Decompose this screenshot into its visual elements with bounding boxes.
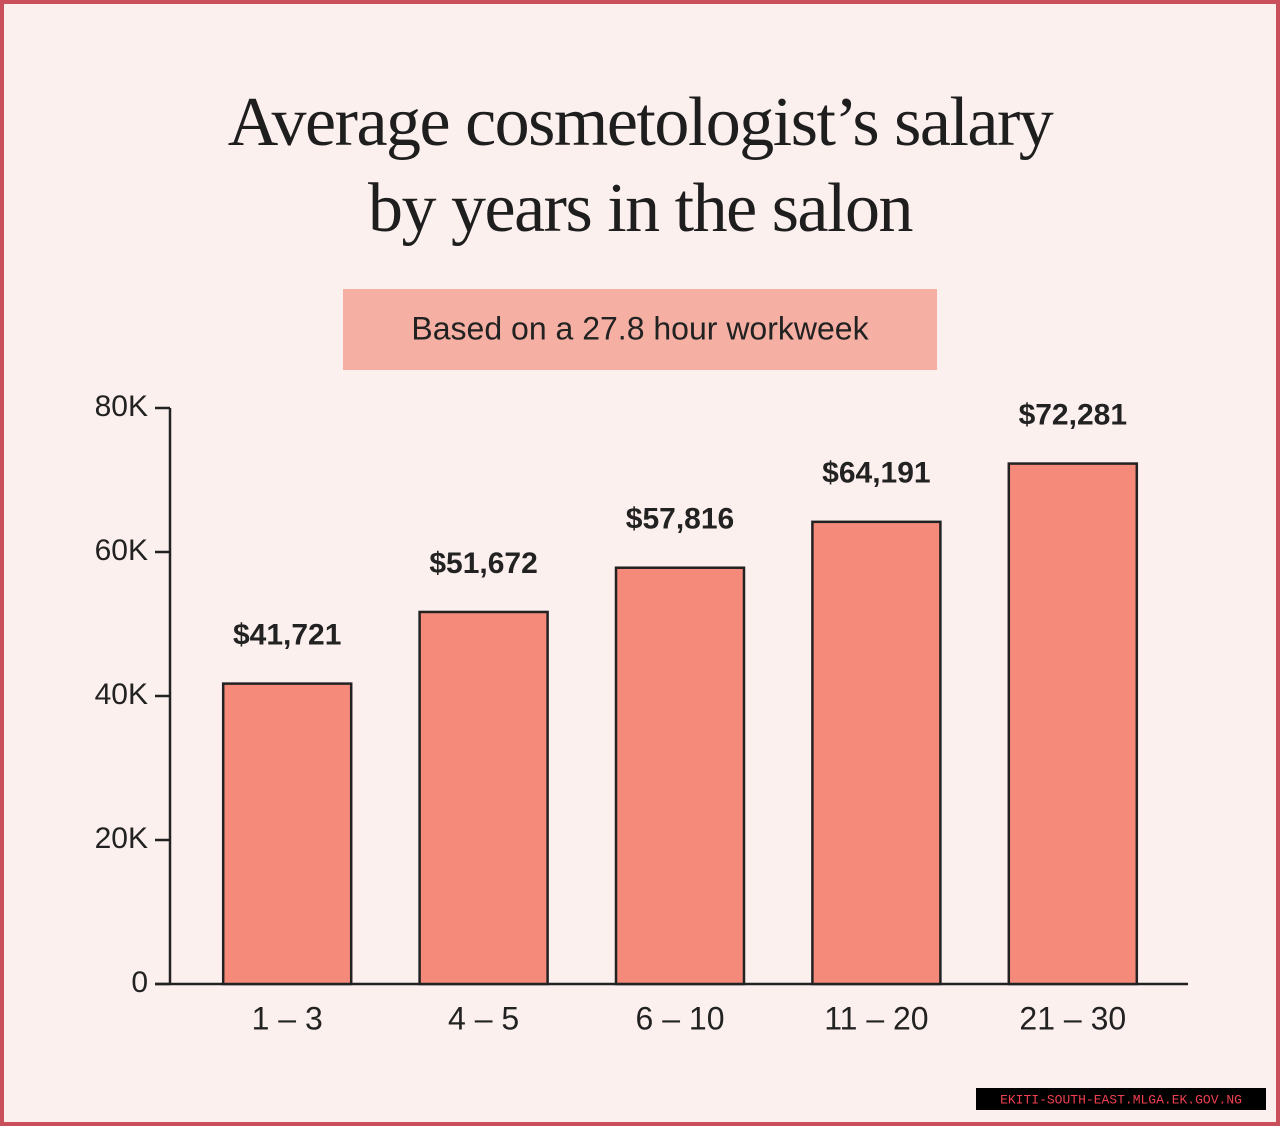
watermark-box xyxy=(976,1088,1266,1110)
x-tick-label: 11 – 20 xyxy=(824,1000,928,1036)
chart-subtitle: Based on a 27.8 hour workweek xyxy=(411,310,869,346)
y-tick-label: 80K xyxy=(95,390,148,423)
y-tick-label: 20K xyxy=(95,822,148,855)
y-tick-label: 60K xyxy=(95,534,148,567)
watermark: EKITI-SOUTH-EAST.MLGA.EK.GOV.NG xyxy=(1000,1092,1242,1107)
bar xyxy=(1007,462,1139,986)
bar xyxy=(811,520,942,986)
value-label: $72,281 xyxy=(1019,398,1127,431)
x-tick-label: 21 – 30 xyxy=(1019,1000,1126,1036)
chart-title: Average cosmetologist’s salary by years … xyxy=(227,84,1054,247)
x-tick-label: 1 – 3 xyxy=(252,1000,323,1036)
bar xyxy=(614,566,746,986)
value-label: $64,191 xyxy=(822,457,930,490)
bar xyxy=(418,610,549,986)
subtitle-box xyxy=(343,289,937,370)
value-label: $57,816 xyxy=(626,503,734,536)
value-label: $41,721 xyxy=(233,619,341,652)
bar xyxy=(221,682,353,986)
value-label: $51,672 xyxy=(429,547,537,580)
y-tick-label: 40K xyxy=(95,678,148,711)
x-tick-label: 4 – 5 xyxy=(448,1000,519,1036)
y-tick-label: 0 xyxy=(131,966,148,999)
x-tick-label: 6 – 10 xyxy=(636,1000,725,1036)
